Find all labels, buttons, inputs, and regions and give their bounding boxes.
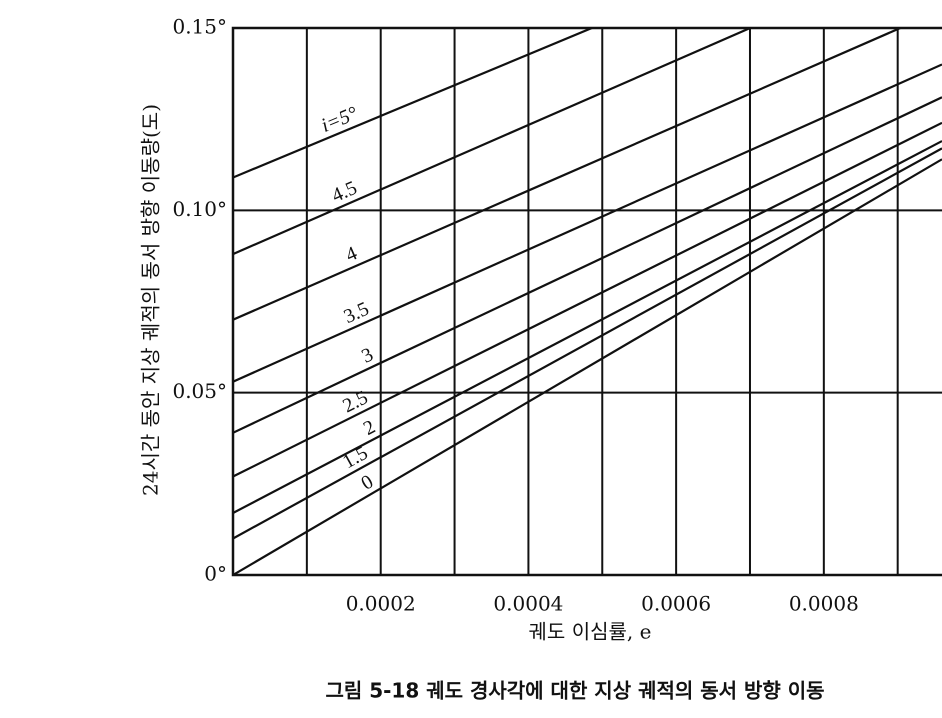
series-label: 0 bbox=[357, 471, 377, 495]
y-tick-label: 0.15° bbox=[172, 15, 227, 39]
series-line bbox=[233, 28, 904, 321]
series-line bbox=[233, 96, 942, 434]
series-line bbox=[233, 140, 942, 514]
caption: 그림 5-18 궤도 경사각에 대한 지상 궤적의 동서 방향 이동 bbox=[325, 679, 824, 703]
y-axis-label: 24시간 동안 지상 궤적의 동서 방향 이동량(도) bbox=[139, 104, 163, 496]
series-line bbox=[233, 28, 595, 179]
series-line bbox=[233, 158, 942, 575]
series-line bbox=[233, 121, 942, 478]
x-tick-label: 0.0004 bbox=[493, 592, 563, 616]
x-tick-label: 0.0008 bbox=[789, 592, 859, 616]
series-line bbox=[233, 63, 942, 383]
series-label: 4 bbox=[342, 242, 360, 266]
y-tick-label: 0.10° bbox=[172, 197, 227, 221]
series-label: i=5° bbox=[318, 102, 361, 137]
y-tick-label: 0.05° bbox=[172, 379, 227, 403]
series-label: 3.5 bbox=[341, 298, 373, 328]
series-label: 3 bbox=[358, 344, 376, 368]
y-tick-label: 0° bbox=[204, 562, 227, 586]
series-label: 4.5 bbox=[329, 177, 361, 207]
series-line bbox=[233, 147, 942, 540]
series-line bbox=[233, 28, 753, 256]
x-tick-label: 0.0006 bbox=[641, 592, 711, 616]
x-axis-label: 궤도 이심률, e bbox=[529, 620, 652, 644]
plot-frame bbox=[231, 26, 942, 577]
series-label: 2 bbox=[360, 416, 379, 440]
series-label: 1.5 bbox=[339, 442, 372, 473]
grid bbox=[233, 27, 942, 576]
x-tick-label: 0.0002 bbox=[346, 592, 416, 616]
series-label: 2.5 bbox=[339, 386, 371, 417]
lines bbox=[233, 28, 942, 575]
